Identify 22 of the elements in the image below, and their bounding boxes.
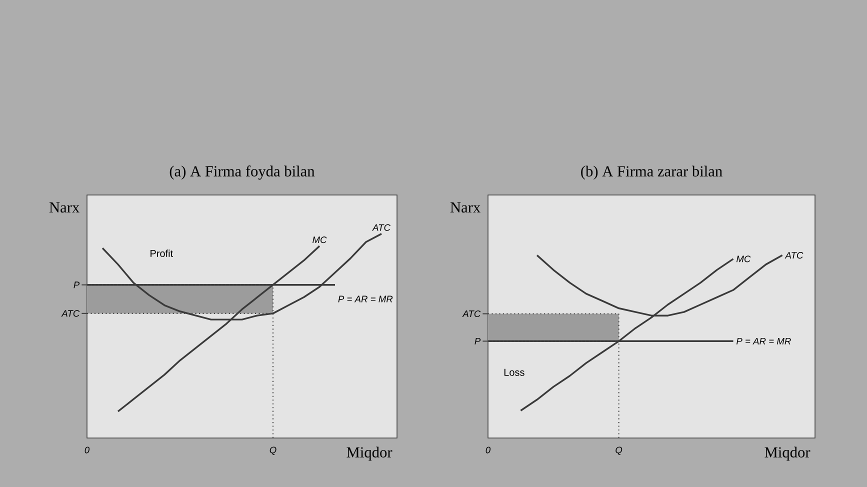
x-tick-label: 0 <box>486 446 491 454</box>
ref-line-label: ATC <box>462 310 481 318</box>
series-label: MC <box>736 256 751 262</box>
series-label: ATC <box>372 224 391 231</box>
x-tick-label: Q <box>616 446 622 455</box>
chart-title: (b) A Firma zarar bilan <box>581 166 722 180</box>
x-axis-title: Miqdor <box>346 446 392 461</box>
annotation: Loss <box>504 368 524 376</box>
y-axis-title: Narx <box>450 202 480 213</box>
ref-line-label: P <box>474 338 481 344</box>
series-label: ATC <box>784 252 804 259</box>
series-label: P = AR = MR <box>338 296 393 302</box>
x-tick-label: Q <box>270 446 276 455</box>
x-tick-label: 0 <box>84 446 90 454</box>
ref-line-label: ATC <box>61 310 80 317</box>
x-axis-title: Miqdor <box>764 446 810 461</box>
ref-line-label: P <box>74 282 80 288</box>
annotation: Profit <box>150 250 173 258</box>
series-label: P = AR = MR <box>736 338 791 344</box>
series-label: MC <box>312 236 327 244</box>
chart-title: (a) A Firma foyda bilan <box>170 166 315 180</box>
y-axis-title: Narx <box>49 202 80 213</box>
